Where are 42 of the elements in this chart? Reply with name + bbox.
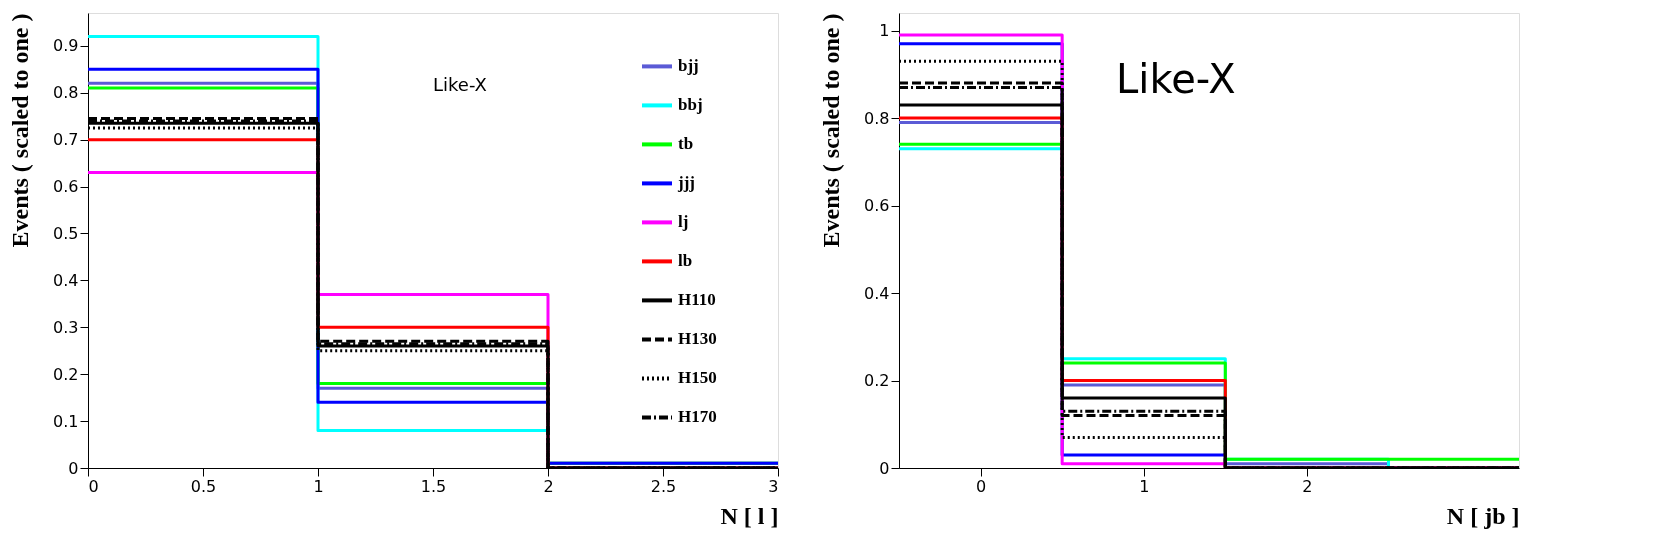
x-axis-title: N [ jb ] xyxy=(1446,502,1520,529)
x-tick-label: 3 xyxy=(768,476,779,496)
x-tick-label: 0 xyxy=(975,476,987,496)
y-tick-label: 0.6 xyxy=(864,196,890,215)
annotation: Like-X xyxy=(1116,56,1236,103)
y-axis-title: Events ( scaled to one ) xyxy=(818,13,845,248)
x-tick-label: 1 xyxy=(313,476,324,496)
annotation: Like-X xyxy=(433,73,487,95)
y-tick-label: 0.8 xyxy=(53,83,79,103)
x-tick-label: 1 xyxy=(1139,476,1150,496)
legend-label: lb xyxy=(678,251,693,271)
y-tick-label: 0.9 xyxy=(53,36,79,56)
legend-label: jjj xyxy=(677,173,695,193)
x-tick-label: 2.5 xyxy=(650,476,677,496)
y-tick-label: 0 xyxy=(879,458,890,478)
y-tick-label: 0.4 xyxy=(864,283,890,303)
y-tick-label: 0.3 xyxy=(53,317,79,337)
y-tick-label: 1 xyxy=(879,21,890,40)
x-tick-label: 2 xyxy=(1302,476,1313,496)
y-tick-label: 0.1 xyxy=(53,411,79,431)
y-tick-label: 0.5 xyxy=(53,223,79,243)
y-tick-label: 0.4 xyxy=(53,270,79,290)
y-axis-title: Events ( scaled to one ) xyxy=(7,13,34,248)
legend-label: bbj xyxy=(678,95,703,115)
y-tick-label: 0.2 xyxy=(864,371,890,390)
y-tick-label: 0 xyxy=(68,458,79,478)
legend-label: H170 xyxy=(678,407,717,427)
legend-label: lj xyxy=(678,212,689,232)
y-tick-label: 0.2 xyxy=(53,364,79,384)
legend-label: bjj xyxy=(678,56,699,76)
y-tick-label: 0.7 xyxy=(53,130,79,150)
legend-label: H110 xyxy=(678,290,716,310)
legend-label: H130 xyxy=(678,329,717,349)
legend-label: H150 xyxy=(678,368,717,388)
x-tick-label: 2 xyxy=(543,476,554,496)
legend-label: tb xyxy=(678,134,694,154)
x-axis-title: N [ l ] xyxy=(720,502,779,529)
y-tick-label: 0.8 xyxy=(864,108,890,128)
x-tick-label: 0 xyxy=(88,476,99,496)
x-tick-label: 0.5 xyxy=(190,476,217,496)
x-tick-label: 1.5 xyxy=(420,476,447,496)
y-tick-label: 0.6 xyxy=(53,177,79,197)
